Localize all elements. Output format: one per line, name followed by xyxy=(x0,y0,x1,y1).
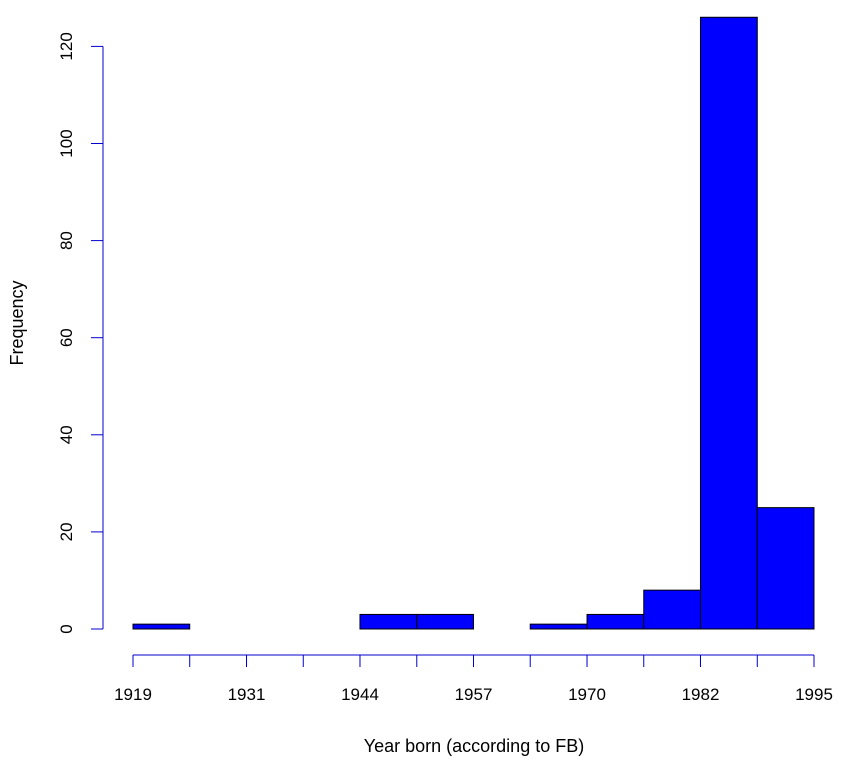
x-tick-label: 1957 xyxy=(455,685,493,704)
y-tick-label: 80 xyxy=(57,231,76,250)
histogram-bar xyxy=(586,613,645,630)
x-axis-title: Year born (according to FB) xyxy=(364,736,584,756)
x-tick-label: 1931 xyxy=(228,685,266,704)
y-tick-label: 40 xyxy=(57,425,76,444)
x-tick-label: 1995 xyxy=(795,685,833,704)
histogram-bar xyxy=(643,589,701,630)
x-tick-label: 1944 xyxy=(341,685,379,704)
y-tick-label: 100 xyxy=(57,129,76,157)
y-tick-label: 20 xyxy=(57,522,76,541)
y-axis: 0 20 40 60 80 100 120 xyxy=(57,32,104,634)
x-axis: 1919 1931 1944 1957 1970 1982 1995 xyxy=(114,654,833,704)
x-tick-label: 1970 xyxy=(568,685,606,704)
histogram-bar xyxy=(359,613,418,630)
histogram-bar xyxy=(699,16,758,630)
y-tick-label: 0 xyxy=(57,624,76,633)
x-tick-label: 1982 xyxy=(682,685,720,704)
y-tick-label: 60 xyxy=(57,328,76,347)
histogram-bar xyxy=(756,507,815,630)
histogram-bar xyxy=(529,623,588,630)
y-axis-title: Frequency xyxy=(7,280,27,365)
y-tick-label: 120 xyxy=(57,32,76,60)
bars-group xyxy=(132,16,815,630)
histogram-bar xyxy=(132,623,191,630)
histogram-bar xyxy=(416,613,474,630)
x-tick-label: 1919 xyxy=(114,685,152,704)
